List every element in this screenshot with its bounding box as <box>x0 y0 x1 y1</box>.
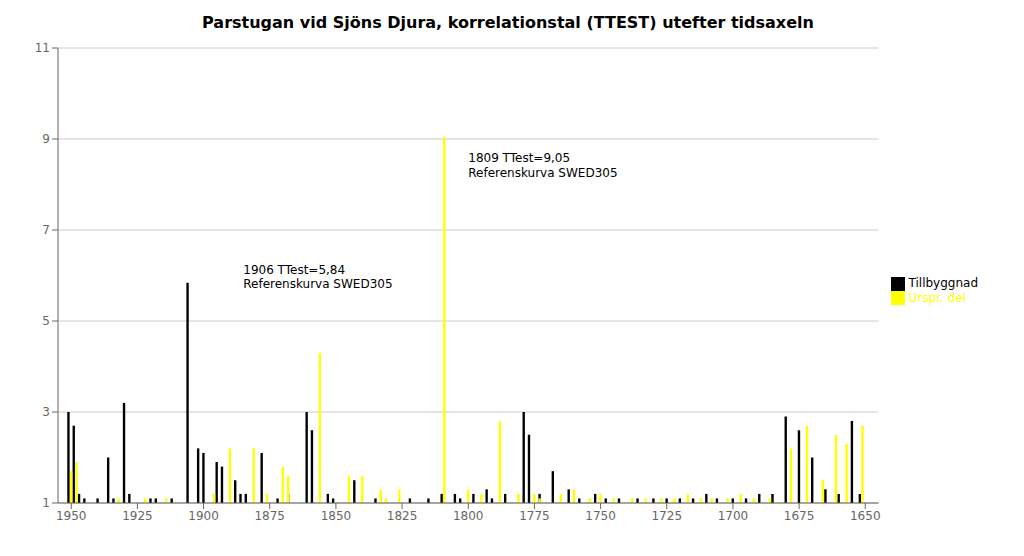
svg-text:1825: 1825 <box>387 509 418 523</box>
svg-text:1925: 1925 <box>122 509 153 523</box>
svg-text:7: 7 <box>42 223 50 237</box>
svg-text:1650: 1650 <box>850 509 881 523</box>
svg-text:1775: 1775 <box>519 509 550 523</box>
svg-text:9: 9 <box>42 132 50 146</box>
svg-text:1906 TTest=5,84Referenskurva S: 1906 TTest=5,84Referenskurva SWED305 <box>243 263 392 291</box>
html-text:Urspr. del: Urspr. del <box>908 290 966 305</box>
svg-text:5: 5 <box>42 314 50 328</box>
svg-text:1675: 1675 <box>784 509 815 523</box>
svg-text:1: 1 <box>42 496 50 510</box>
svg-text:3: 3 <box>42 405 50 419</box>
svg-text:1725: 1725 <box>651 509 682 523</box>
svg-text:1875: 1875 <box>254 509 285 523</box>
svg-text:1900: 1900 <box>188 509 219 523</box>
svg-text:11: 11 <box>35 41 50 55</box>
html-text:Tillbyggnad: Tillbyggnad <box>908 276 978 290</box>
svg-text:1750: 1750 <box>585 509 616 523</box>
html-text:Parstugan vid Sjöns Djura, kor: Parstugan vid Sjöns Djura, korrelationst… <box>202 13 814 32</box>
svg-text:1950: 1950 <box>56 509 87 523</box>
svg-text:1700: 1700 <box>718 509 749 523</box>
svg-text:1800: 1800 <box>453 509 484 523</box>
svg-text:1850: 1850 <box>321 509 352 523</box>
svg-text:1809 TTest=9,05Referenskurva S: 1809 TTest=9,05Referenskurva SWED305 <box>468 151 617 179</box>
